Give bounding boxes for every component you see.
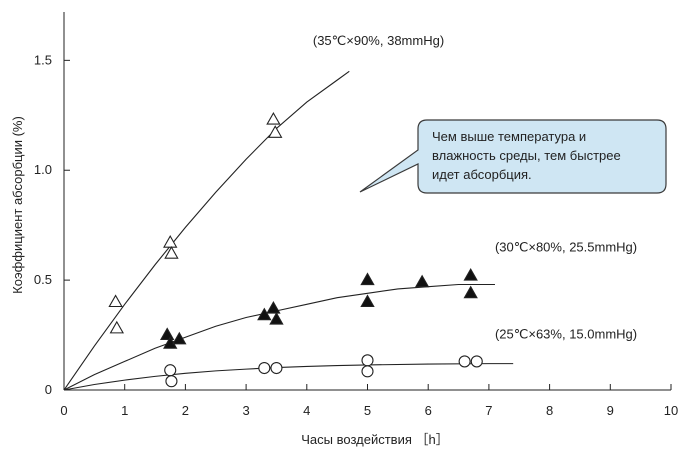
x-tick-label: 6 xyxy=(425,403,432,418)
x-tick-label: 7 xyxy=(485,403,492,418)
callout: Чем выше температура и влажность среды, т… xyxy=(359,119,667,194)
callout-bubble xyxy=(359,119,667,194)
open-triangle-marker xyxy=(266,111,281,125)
fit-curves xyxy=(63,70,514,391)
fit-curve-1 xyxy=(63,70,350,391)
callout-line-3: идет абсорбция. xyxy=(432,167,532,182)
filled-triangle-marker xyxy=(463,268,478,281)
circle-marker xyxy=(270,361,283,375)
axes: 0 1 2 3 4 5 6 7 8 9 10 0 0.5 1.0 1.5 Часы воздействия ［… xyxy=(10,12,678,447)
y-tick-label: 0 xyxy=(45,382,52,397)
data-markers xyxy=(108,111,483,388)
filled-triangle-marker xyxy=(159,327,175,341)
x-tick-label: 5 xyxy=(364,403,371,418)
x-tick-label: 2 xyxy=(182,403,189,418)
series-label-1: (35℃×90%, 38mmHg) xyxy=(313,33,444,48)
filled-triangle-marker xyxy=(257,307,272,321)
circle-marker xyxy=(361,365,374,378)
circle-marker xyxy=(164,364,177,377)
x-tick-label: 4 xyxy=(303,403,310,418)
x-tick-label: 1 xyxy=(121,403,128,418)
x-tick-label: 10 xyxy=(664,403,678,418)
series-label-2: (30℃×80%, 25.5mmHg) xyxy=(495,240,637,255)
y-tick-label: 0.5 xyxy=(34,272,52,287)
open-triangle-marker xyxy=(164,246,179,259)
callout-line-2: влажность среды, тем быстрее xyxy=(432,148,621,163)
series-labels: (35℃×90%, 38mmHg) (30℃×80%, 25.5mmHg) (25℃… xyxy=(313,33,637,341)
fit-curve-3 xyxy=(63,363,514,391)
open-triangle-marker xyxy=(268,125,283,138)
callout-line-1: Чем выше температура и xyxy=(432,129,586,144)
filled-triangle-marker xyxy=(414,274,430,288)
open-triangle-marker xyxy=(108,294,123,308)
x-tick-label: 0 xyxy=(60,403,67,418)
circle-marker xyxy=(165,375,178,388)
circle-marker xyxy=(458,355,471,368)
filled-triangle-marker xyxy=(463,285,478,299)
y-tick-label: 1.5 xyxy=(34,52,52,67)
circle-marker xyxy=(258,361,271,375)
filled-triangle-marker xyxy=(360,272,375,286)
x-axis-title: Часы воздействия ［h］ xyxy=(301,432,448,447)
series-label-3: (25℃×63%, 15.0mmHg) xyxy=(495,326,637,341)
circle-marker xyxy=(470,355,483,368)
x-tick-label: 8 xyxy=(546,403,553,418)
open-triangle-marker xyxy=(163,235,178,248)
y-tick-label: 1.0 xyxy=(34,162,52,177)
filled-triangle-marker xyxy=(360,294,375,308)
open-triangle-marker xyxy=(109,320,125,334)
fit-curve-2 xyxy=(63,283,495,391)
circle-marker xyxy=(361,354,374,367)
x-tick-label: 3 xyxy=(242,403,249,418)
filled-triangle-marker xyxy=(172,331,187,345)
filled-triangle-marker xyxy=(269,311,284,325)
y-axis-title: Коэффициент абсорбции (%) xyxy=(10,116,25,294)
x-tick-label: 9 xyxy=(607,403,614,418)
filled-triangle-marker xyxy=(266,300,281,314)
